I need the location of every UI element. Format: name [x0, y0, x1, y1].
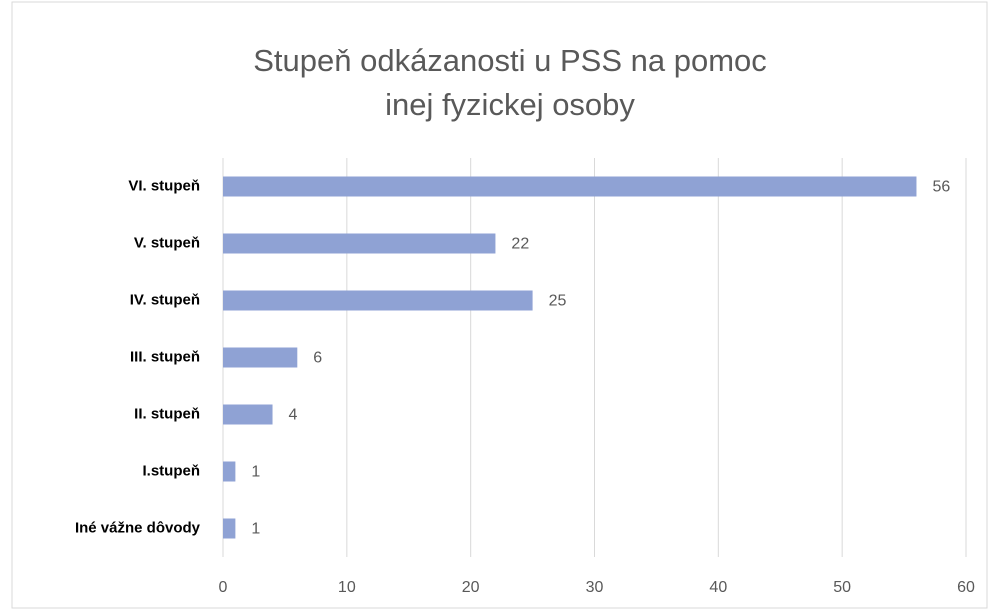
bar: [223, 404, 273, 425]
x-tick-label: 40: [709, 579, 727, 596]
bar: [223, 176, 917, 197]
bar: [223, 347, 298, 368]
y-tick-label: III. stupeň: [130, 348, 200, 365]
y-tick-label: II. stupeň: [134, 405, 200, 422]
x-tick-label: 20: [462, 579, 480, 596]
y-tick-label: IV. stupeň: [130, 291, 200, 308]
bar: [223, 233, 496, 254]
x-tick-label: 30: [586, 579, 604, 596]
y-tick-label: VI. stupeň: [128, 177, 200, 194]
x-tick-label: 60: [957, 579, 975, 596]
bar: [223, 290, 533, 311]
data-label: 1: [251, 521, 260, 538]
data-label: 22: [511, 236, 529, 253]
data-label: 25: [549, 293, 567, 310]
data-label: 6: [313, 350, 322, 367]
y-tick-label: I.stupeň: [142, 462, 200, 479]
bar: [223, 461, 236, 482]
data-label: 1: [251, 464, 260, 481]
chart-title: inej fyzickej osoby: [385, 87, 635, 122]
bar: [223, 518, 236, 539]
x-tick-label: 0: [219, 579, 228, 596]
y-tick-label: V. stupeň: [134, 234, 200, 251]
x-tick-label: 10: [338, 579, 356, 596]
y-tick-label: Iné vážne dôvody: [75, 519, 201, 536]
chart-title: Stupeň odkázanosti u PSS na pomoc: [253, 43, 767, 78]
data-label: 4: [289, 407, 298, 424]
x-tick-label: 50: [833, 579, 851, 596]
data-label: 56: [932, 179, 950, 196]
